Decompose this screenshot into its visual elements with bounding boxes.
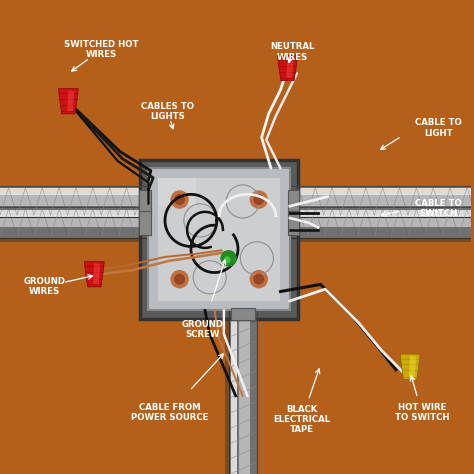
Text: HOT WIRE
TO SWITCH: HOT WIRE TO SWITCH	[394, 403, 449, 422]
Polygon shape	[409, 356, 416, 377]
Text: BLACK
ELECTRICAL
TAPE: BLACK ELECTRICAL TAPE	[273, 405, 330, 434]
Polygon shape	[84, 262, 104, 287]
Polygon shape	[139, 211, 151, 235]
Circle shape	[224, 257, 230, 263]
Polygon shape	[158, 178, 196, 206]
Polygon shape	[0, 215, 148, 228]
Text: CABLE TO
SWITCH: CABLE TO SWITCH	[415, 199, 462, 218]
Circle shape	[175, 274, 184, 284]
Circle shape	[221, 251, 236, 266]
Polygon shape	[278, 55, 297, 81]
Polygon shape	[0, 190, 148, 221]
Polygon shape	[140, 160, 298, 319]
Polygon shape	[290, 208, 471, 238]
Polygon shape	[0, 211, 148, 242]
Polygon shape	[286, 57, 293, 78]
Polygon shape	[0, 186, 148, 217]
Polygon shape	[58, 89, 78, 114]
Polygon shape	[290, 210, 471, 217]
Polygon shape	[290, 188, 471, 195]
Polygon shape	[0, 188, 148, 195]
Polygon shape	[158, 178, 281, 301]
Polygon shape	[231, 308, 255, 320]
Text: CABLES TO
LIGHTS: CABLES TO LIGHTS	[141, 102, 194, 121]
Polygon shape	[290, 186, 471, 217]
Polygon shape	[93, 263, 100, 284]
Polygon shape	[67, 90, 74, 111]
Text: CABLE TO
LIGHT: CABLE TO LIGHT	[415, 118, 462, 137]
Polygon shape	[290, 211, 471, 242]
Text: GROUND
WIRES: GROUND WIRES	[24, 277, 66, 296]
Circle shape	[171, 271, 188, 288]
Circle shape	[175, 195, 184, 204]
Polygon shape	[148, 168, 290, 310]
Polygon shape	[400, 354, 420, 379]
Circle shape	[254, 195, 264, 204]
Circle shape	[250, 191, 267, 208]
Polygon shape	[0, 208, 148, 238]
Polygon shape	[231, 310, 237, 474]
Polygon shape	[288, 190, 299, 213]
Text: SWITCHED HOT
WIRES: SWITCHED HOT WIRES	[64, 40, 138, 59]
Circle shape	[171, 191, 188, 208]
Polygon shape	[139, 190, 151, 213]
Polygon shape	[290, 215, 471, 228]
Polygon shape	[0, 210, 148, 217]
Polygon shape	[290, 194, 471, 206]
Text: GROUND
SCREW: GROUND SCREW	[182, 320, 224, 339]
Text: CABLE FROM
POWER SOURCE: CABLE FROM POWER SOURCE	[131, 403, 209, 422]
Polygon shape	[225, 310, 253, 474]
Polygon shape	[0, 194, 148, 206]
Polygon shape	[238, 310, 250, 474]
Polygon shape	[288, 211, 299, 235]
Polygon shape	[229, 310, 256, 474]
Circle shape	[254, 274, 264, 284]
Text: NEUTRAL
WIRES: NEUTRAL WIRES	[270, 43, 314, 62]
Circle shape	[250, 271, 267, 288]
Polygon shape	[290, 190, 471, 221]
